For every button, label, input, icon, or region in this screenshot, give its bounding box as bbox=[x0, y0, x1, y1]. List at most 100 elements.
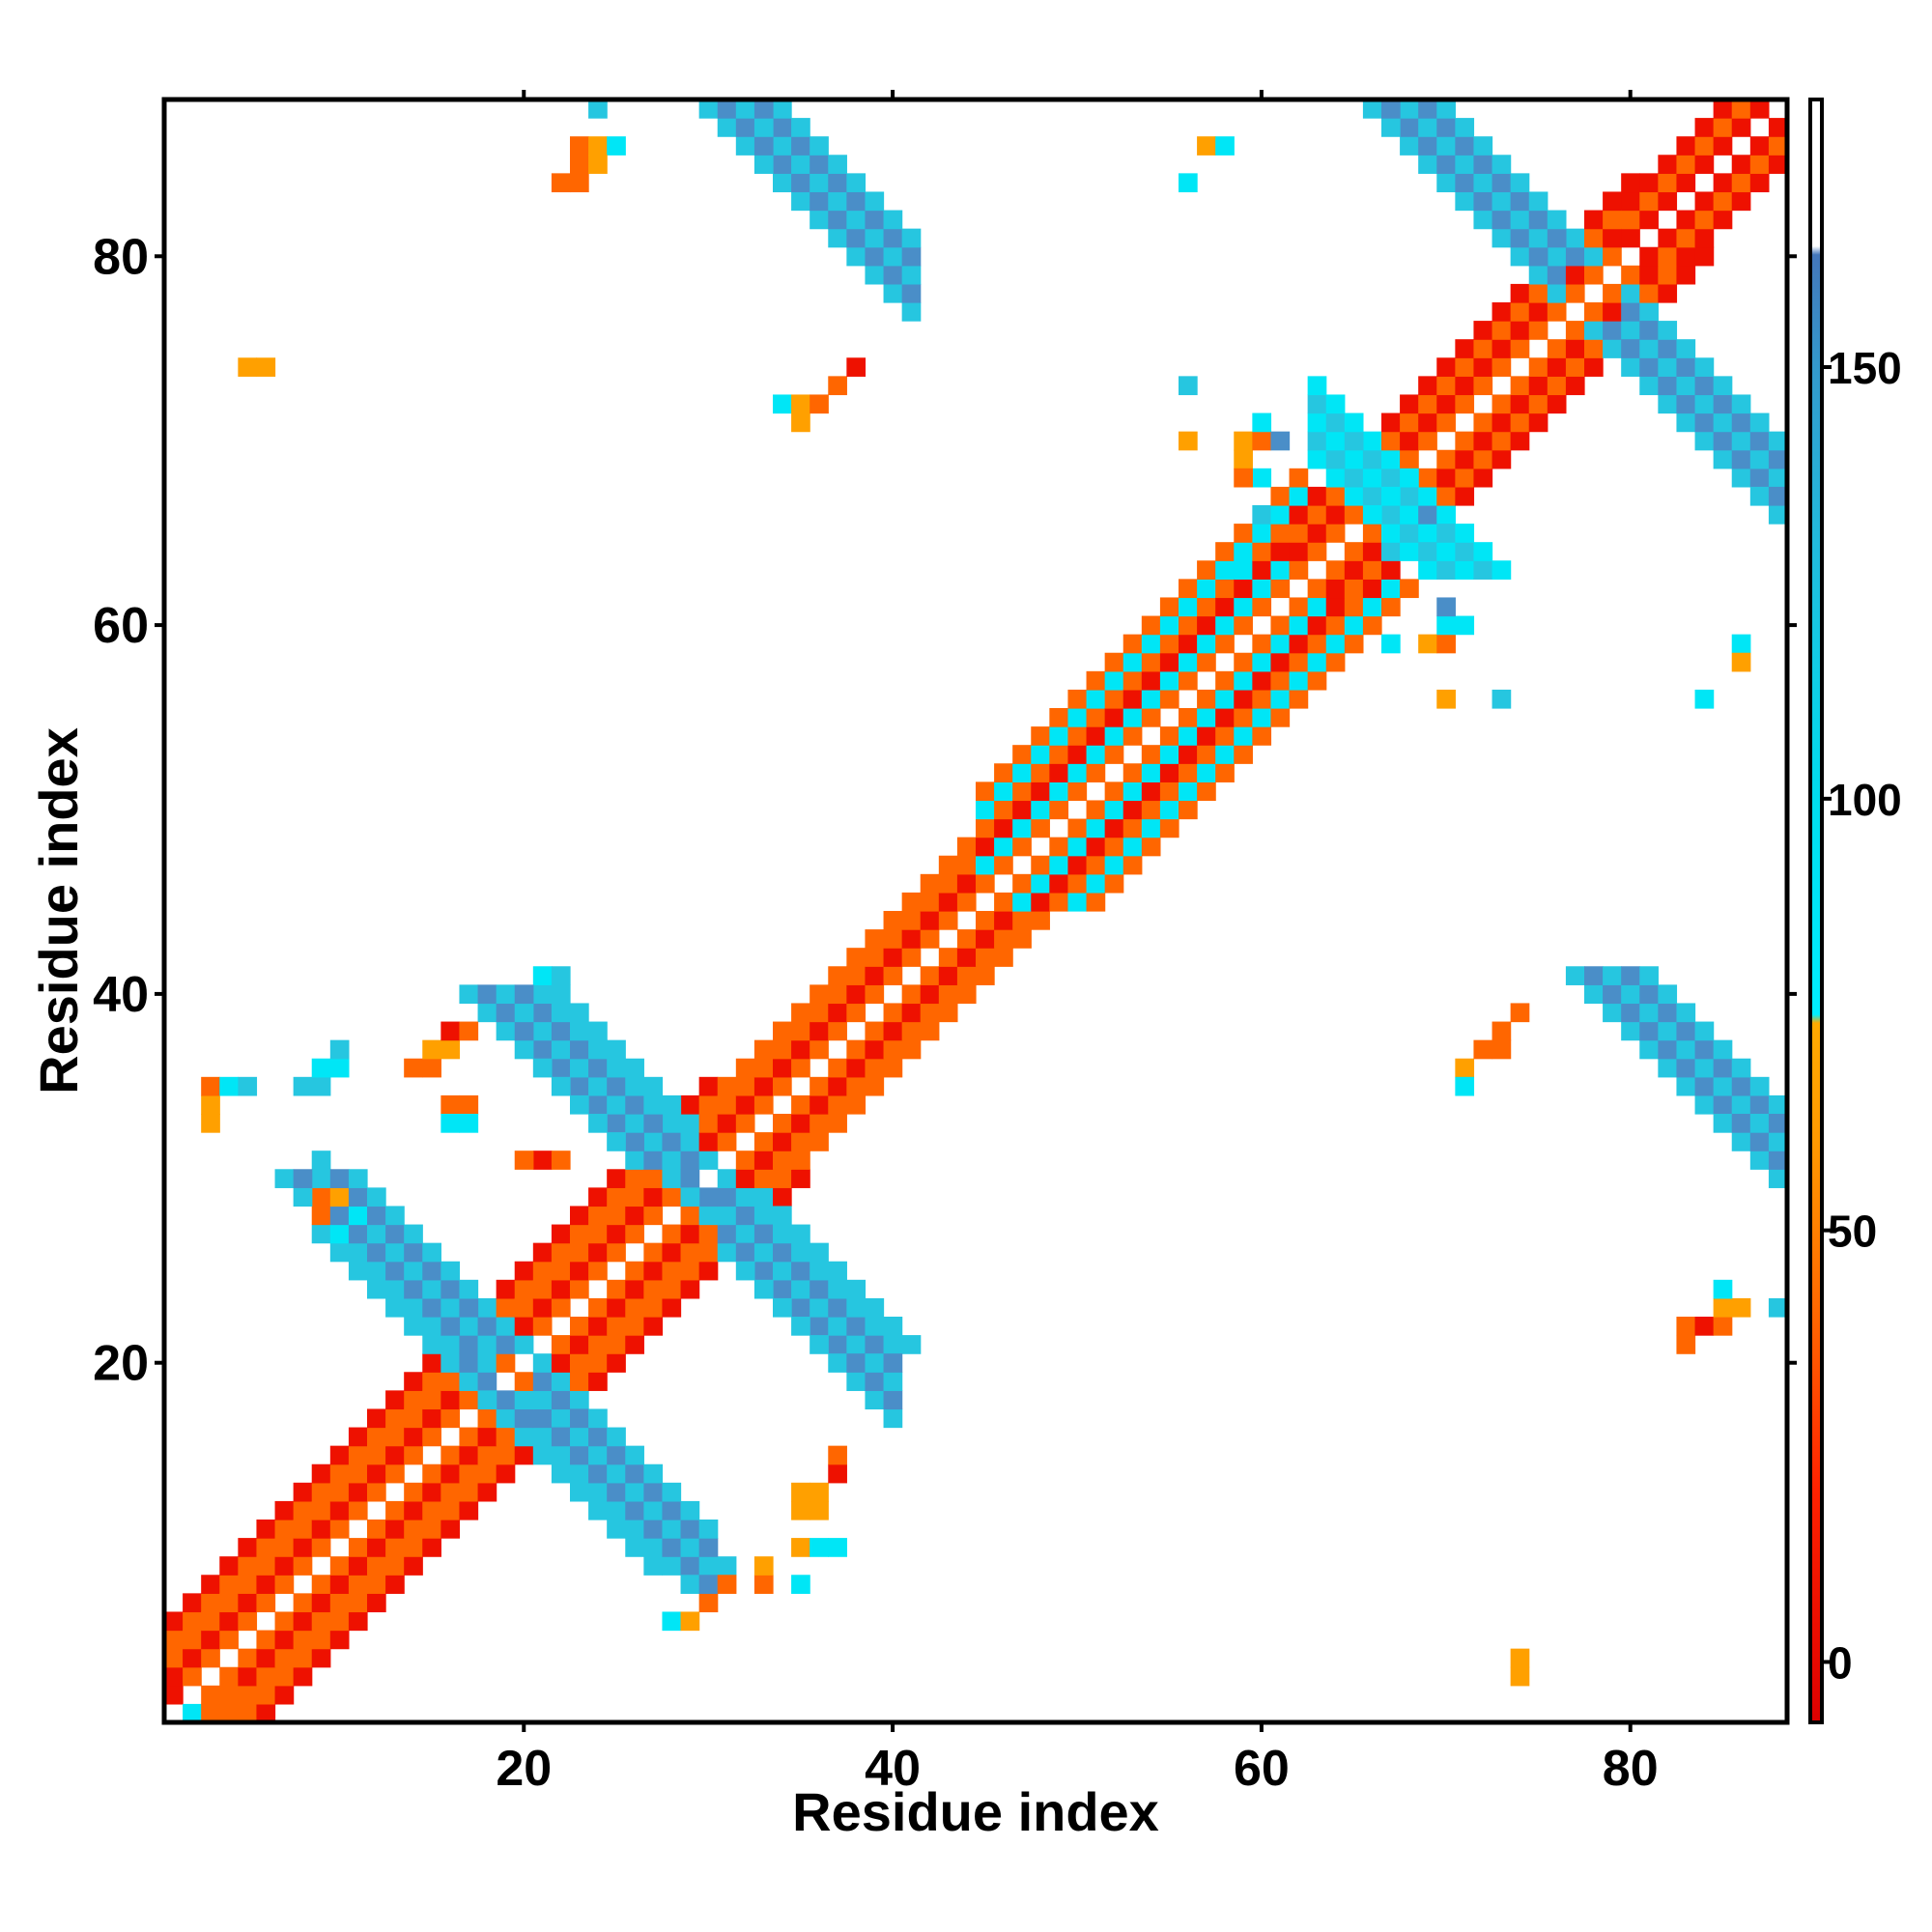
heatmap-cell bbox=[329, 1593, 350, 1613]
heatmap-cell bbox=[551, 1261, 571, 1281]
heatmap-cell bbox=[901, 948, 922, 967]
heatmap-cell bbox=[1510, 173, 1530, 193]
heatmap-cell bbox=[1159, 726, 1179, 746]
heatmap-cell bbox=[625, 1058, 644, 1078]
heatmap-cell bbox=[938, 948, 958, 967]
heatmap-cell bbox=[404, 1500, 423, 1520]
heatmap-cell bbox=[238, 1556, 258, 1576]
heatmap-cell bbox=[1749, 412, 1770, 433]
heatmap-cell bbox=[570, 1482, 589, 1502]
x-tick-label: 80 bbox=[1603, 1741, 1659, 1797]
heatmap-cell bbox=[698, 1575, 719, 1594]
heatmap-cell bbox=[938, 984, 958, 1005]
heatmap-cell bbox=[791, 1482, 810, 1502]
heatmap-cell bbox=[717, 99, 737, 119]
heatmap-cell bbox=[459, 1114, 479, 1133]
heatmap-cell bbox=[1252, 431, 1272, 451]
heatmap-cell bbox=[1270, 524, 1291, 543]
heatmap-cell bbox=[1676, 357, 1696, 377]
heatmap-cell bbox=[1179, 781, 1198, 802]
heatmap-cell bbox=[680, 1224, 700, 1244]
heatmap-cell bbox=[643, 1500, 664, 1520]
heatmap-cell bbox=[1252, 560, 1272, 580]
heatmap-cell bbox=[1289, 560, 1309, 580]
heatmap-cell bbox=[183, 1703, 202, 1723]
heatmap-cell bbox=[274, 1520, 295, 1539]
heatmap-cell bbox=[496, 1445, 516, 1465]
heatmap-cell bbox=[1325, 634, 1346, 654]
heatmap-cell bbox=[1159, 597, 1179, 617]
heatmap-cell bbox=[643, 1242, 664, 1263]
heatmap-cell bbox=[1676, 246, 1696, 267]
heatmap-cell bbox=[496, 1408, 516, 1429]
heatmap-cell bbox=[735, 1094, 755, 1115]
heatmap-cell bbox=[1676, 136, 1696, 156]
heatmap-cell bbox=[791, 1575, 810, 1594]
heatmap-cell bbox=[773, 1076, 792, 1096]
heatmap-cell bbox=[1436, 357, 1456, 377]
heatmap-cell bbox=[865, 966, 885, 985]
heatmap-cell bbox=[164, 1630, 184, 1650]
heatmap-cell bbox=[810, 1317, 829, 1336]
heatmap-cell bbox=[828, 1445, 847, 1465]
x-tick-label: 60 bbox=[1234, 1741, 1290, 1797]
heatmap-cell bbox=[920, 929, 940, 949]
heatmap-cell bbox=[1234, 579, 1253, 599]
heatmap-cell bbox=[1676, 1076, 1696, 1096]
heatmap-cell bbox=[1159, 818, 1179, 838]
heatmap-cell bbox=[791, 1094, 810, 1115]
heatmap-cell bbox=[1325, 468, 1346, 488]
heatmap-cell bbox=[1658, 339, 1678, 358]
heatmap-cell bbox=[1455, 1076, 1475, 1096]
heatmap-cell bbox=[1400, 449, 1419, 469]
heatmap-cell bbox=[238, 1666, 258, 1687]
colorbar: 0 50 100 150 bbox=[1808, 98, 1902, 1724]
heatmap-cell bbox=[1159, 800, 1179, 820]
heatmap-cell bbox=[791, 1538, 810, 1557]
heatmap-cell bbox=[1197, 745, 1216, 764]
heatmap-cell bbox=[1381, 524, 1401, 543]
heatmap-cell bbox=[846, 966, 867, 985]
heatmap-cell bbox=[459, 1094, 479, 1115]
heatmap-cell bbox=[367, 1556, 386, 1576]
heatmap-cell bbox=[1049, 873, 1069, 894]
heatmap-cell bbox=[385, 1556, 405, 1576]
heatmap-cell bbox=[570, 1094, 589, 1115]
heatmap-cell bbox=[1307, 376, 1327, 396]
heatmap-cell bbox=[956, 837, 977, 857]
heatmap-cell bbox=[404, 1058, 423, 1078]
heatmap-cell bbox=[532, 1408, 553, 1429]
heatmap-cell bbox=[680, 1187, 700, 1208]
heatmap-cell bbox=[514, 984, 534, 1005]
heatmap-cell bbox=[1381, 597, 1401, 617]
heatmap-cell bbox=[1362, 449, 1382, 469]
heatmap-cell bbox=[791, 1261, 810, 1281]
heatmap-cell bbox=[865, 948, 885, 967]
heatmap-cell bbox=[1381, 431, 1401, 451]
heatmap-cell bbox=[735, 1058, 755, 1078]
heatmap-cell bbox=[753, 1076, 774, 1096]
heatmap-cell bbox=[717, 1187, 737, 1208]
heatmap-cell bbox=[1639, 357, 1659, 377]
heatmap-cell bbox=[791, 1224, 810, 1244]
heatmap-cell bbox=[404, 1390, 423, 1410]
heatmap-cell bbox=[1713, 1094, 1733, 1115]
heatmap-cell bbox=[753, 1224, 774, 1244]
heatmap-cell bbox=[865, 265, 885, 285]
heatmap-cell bbox=[385, 1224, 405, 1244]
heatmap-cell bbox=[1362, 560, 1382, 580]
heatmap-cell bbox=[680, 1242, 700, 1263]
heatmap-cell bbox=[956, 948, 977, 967]
heatmap-cell bbox=[883, 1058, 903, 1078]
heatmap-cell bbox=[1381, 634, 1401, 654]
heatmap-cell bbox=[348, 1242, 368, 1263]
heatmap-cell bbox=[828, 173, 847, 193]
heatmap-cell bbox=[588, 1500, 608, 1520]
heatmap-cell bbox=[570, 1003, 589, 1023]
heatmap-cell bbox=[404, 1297, 423, 1318]
heatmap-cell bbox=[1197, 781, 1216, 802]
heatmap-cell bbox=[1289, 468, 1309, 488]
heatmap-cell bbox=[1159, 763, 1179, 782]
heatmap-cell bbox=[1325, 394, 1346, 414]
heatmap-cell bbox=[883, 1353, 903, 1373]
